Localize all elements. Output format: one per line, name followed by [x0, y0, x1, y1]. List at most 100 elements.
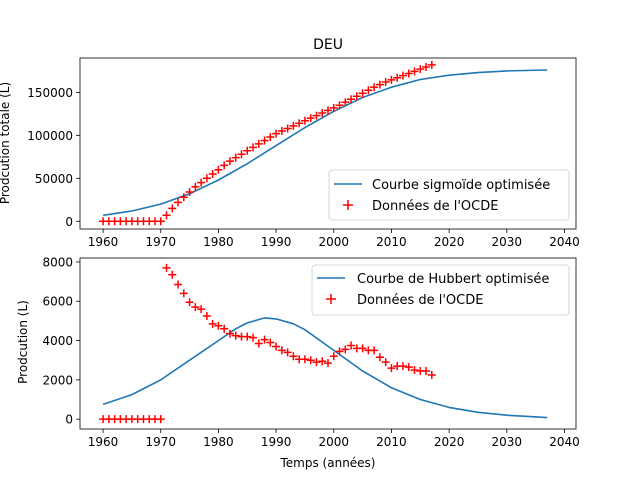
top-x-axis: 1960 1970 1980 1990 2000 2010 2020 2030 2040: [88, 229, 580, 249]
bottom-data-point: [335, 347, 344, 356]
top-data-point: [341, 98, 350, 107]
top-data-point: [329, 103, 338, 112]
bottom-x-tick-label: 2030: [492, 435, 523, 449]
top-data-point: [324, 106, 332, 115]
bottom-y-tick-label: 6000: [42, 295, 73, 309]
bottom-data-point: [398, 362, 407, 371]
top-x-tick-label: 1970: [145, 235, 176, 249]
top-data-point: [364, 86, 373, 95]
bottom-data-point: [341, 345, 350, 354]
bottom-data-point: [370, 346, 379, 355]
bottom-legend-entry-line: Courbe de Hubbert optimisée: [357, 272, 549, 287]
top-data-point: [202, 174, 211, 183]
bottom-data-point: [185, 298, 194, 307]
bottom-y-axis-label: Prodcution (L): [16, 300, 30, 384]
top-data-point: [306, 114, 315, 123]
bottom-y-axis: 0 2000 4000 6000 8000: [42, 255, 80, 427]
top-data-point: [283, 124, 292, 133]
bottom-data-point: [231, 331, 240, 340]
bottom-data-point: [191, 303, 200, 312]
bottom-data-point: [324, 359, 332, 368]
top-data-point: [300, 116, 309, 125]
top-x-tick-label: 2020: [434, 235, 465, 249]
top-data-point: [214, 165, 223, 174]
bottom-data-point: [202, 311, 211, 320]
bottom-data-point: [225, 329, 234, 338]
bottom-data-point: [214, 321, 223, 330]
top-x-tick-label: 1990: [261, 235, 292, 249]
bottom-legend-entry-scatter: Données de l'OCDE: [357, 293, 483, 308]
top-data-point: [381, 78, 390, 87]
bottom-x-tick-label: 2040: [549, 435, 580, 449]
top-data-point: [347, 95, 356, 104]
bottom-data-point: [254, 339, 263, 348]
top-data-point: [237, 150, 246, 159]
top-data-point: [168, 204, 177, 213]
top-legend: Courbe sigmoïde optimisée Données de l'O…: [328, 169, 570, 221]
bottom-data-point: [283, 348, 292, 357]
bottom-data-point: [404, 363, 413, 372]
top-data-point: [312, 111, 321, 120]
top-chart-frame: [79, 57, 577, 230]
bottom-data-point: [347, 341, 356, 350]
top-data-point: [220, 161, 229, 170]
bottom-data-point: [277, 346, 286, 355]
bottom-data-point: [312, 358, 321, 367]
bottom-data-point: [249, 333, 258, 342]
top-y-tick-label: 100000: [27, 129, 73, 143]
top-data-point: [260, 136, 269, 145]
top-data-point: [156, 217, 165, 226]
top-data-point: [254, 139, 263, 148]
top-x-tick-label: 2000: [318, 235, 349, 249]
top-data-point: [185, 188, 194, 197]
bottom-data-point: [174, 280, 183, 289]
bottom-data-point: [179, 289, 188, 298]
bottom-data-point: [243, 332, 252, 341]
bottom-x-axis: 1960 1970 1980 1990 2000 2010 2020 2030 2040: [88, 429, 580, 449]
bottom-x-tick-label: 1980: [203, 435, 234, 449]
top-y-axis: 0 50000 100000 150000: [27, 86, 80, 229]
bottom-data-point: [410, 366, 419, 375]
top-x-tick-label: 2030: [492, 235, 523, 249]
top-x-tick-label: 2010: [376, 235, 407, 249]
bottom-data-point: [156, 415, 165, 424]
bottom-data-point: [266, 338, 275, 347]
top-data-point: [179, 193, 188, 202]
top-x-tick-label: 1960: [88, 235, 119, 249]
top-data-point: [318, 108, 327, 117]
top-y-tick-label: 150000: [27, 86, 73, 100]
top-series-group: [99, 60, 548, 226]
bottom-data-point: [381, 358, 390, 367]
top-data-point: [393, 73, 402, 82]
top-data-point: [427, 60, 436, 69]
bottom-data-point: [208, 319, 217, 328]
bottom-x-tick-label: 2000: [318, 435, 349, 449]
top-data-point: [375, 80, 384, 89]
top-x-tick-label: 1980: [203, 235, 234, 249]
bottom-data-point: [387, 364, 396, 373]
top-fit-curve: [102, 69, 548, 217]
bottom-data-point: [272, 342, 281, 351]
top-data-point: [370, 83, 379, 92]
bottom-x-tick-label: 1990: [261, 435, 292, 449]
top-data-point: [387, 75, 396, 84]
top-y-tick-label: 0: [65, 215, 73, 229]
bottom-legend-marker-swatch: [326, 294, 336, 304]
top-data-point: [197, 178, 206, 187]
bottom-data-point: [168, 270, 177, 279]
top-data-point: [416, 65, 425, 74]
top-data-point: [249, 143, 258, 152]
top-data-point: [352, 92, 361, 101]
bottom-y-tick-label: 8000: [42, 255, 73, 269]
bottom-data-point: [197, 305, 206, 314]
top-data-point: [191, 182, 200, 191]
bottom-data-point: [306, 356, 315, 365]
bottom-data-point: [358, 344, 367, 353]
bottom-data-point: [329, 352, 338, 361]
top-data-point: [398, 71, 407, 80]
top-data-point: [162, 211, 171, 220]
top-legend-entry-line: Courbe sigmoïde optimisée: [372, 178, 550, 193]
top-y-tick-label: 50000: [35, 172, 73, 186]
top-data-point: [404, 69, 413, 78]
